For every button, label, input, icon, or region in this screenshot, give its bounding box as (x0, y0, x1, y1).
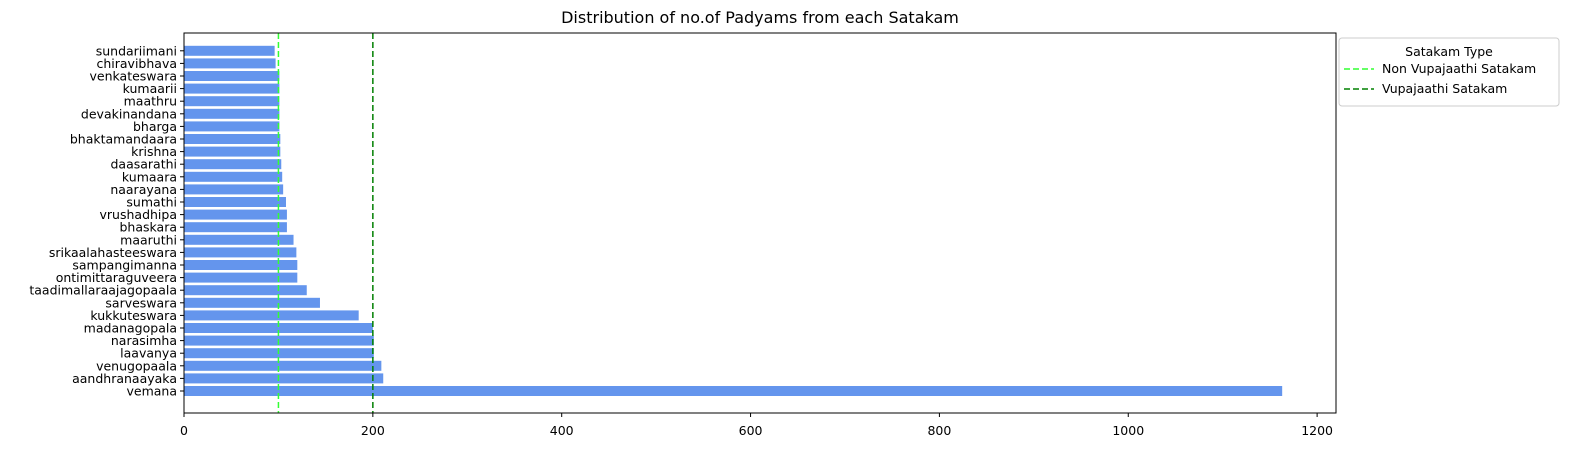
bar-venkateswara (184, 71, 280, 81)
bar-kumaara (184, 171, 283, 182)
ytick-label-naarayana: naarayana (110, 182, 177, 197)
bar-maathru (184, 96, 280, 107)
ytick-label-narasimha: narasimha (111, 333, 177, 348)
ytick-label-maathru: maathru (124, 94, 177, 109)
bar-chiravibhava (184, 58, 276, 69)
xtick-label-0: 0 (180, 423, 188, 438)
ytick-label-sampangimanna: sampangimanna (72, 258, 177, 273)
ytick-label-vemana: vemana (126, 384, 177, 399)
chart-title: Distribution of no.of Padyams from each … (561, 8, 959, 27)
ytick-label-srikaalahasteeswara: srikaalahasteeswara (49, 245, 177, 260)
ytick-label-sarveswara: sarveswara (105, 295, 177, 310)
legend-label-0: Non Vupajaathi Satakam (1382, 61, 1536, 76)
ytick-label-chiravibhava: chiravibhava (96, 56, 177, 71)
ytick-label-ontimittaraguveera: ontimittaraguveera (56, 270, 177, 285)
xtick-label-200: 200 (361, 423, 385, 438)
ytick-label-venkateswara: venkateswara (90, 69, 177, 84)
bar-sundariimani (184, 45, 275, 56)
ytick-label-madanagopala: madanagopala (84, 321, 177, 336)
x-axis-ticks: 0 200 400 600 800 1000 1200 (180, 413, 1333, 438)
bar-maaruthi (184, 234, 294, 245)
bar-bhaktamandaara (184, 134, 281, 144)
bar-madanagopala (184, 323, 373, 333)
ytick-label-bharga: bharga (133, 119, 177, 134)
bar-devakinandana (184, 108, 280, 119)
bar-daasarathi (184, 159, 282, 170)
ytick-label-kumaara: kumaara (122, 169, 177, 184)
legend-title: Satakam Type (1405, 44, 1493, 59)
xtick-label-1200: 1200 (1301, 423, 1333, 438)
ytick-label-maaruthi: maaruthi (120, 232, 177, 247)
ytick-label-taadimallaraajagopaala: taadimallaraajagopaala (29, 283, 177, 298)
bar-taadimallaraajagopaala (184, 285, 307, 296)
ytick-label-daasarathi: daasarathi (110, 157, 177, 172)
bar-venugopaala (184, 360, 382, 371)
y-axis-ticks: vemanaaandhranaayakavenugopaalalaavanyan… (29, 43, 184, 399)
legend: Satakam Type Non Vupajaathi Satakam Vupaj… (1338, 37, 1560, 107)
plot-frame (183, 32, 1337, 414)
xtick-label-800: 800 (927, 423, 951, 438)
bar-vemana (184, 386, 1283, 396)
ytick-label-krishna: krishna (131, 144, 177, 159)
xtick-label-600: 600 (739, 423, 763, 438)
bar-bharga (184, 121, 280, 132)
bar-kukkuteswara (184, 310, 359, 321)
bar-aandhranaayaka (184, 373, 384, 384)
bar-vrushadhipa (184, 209, 287, 220)
ytick-label-kumaarii: kumaarii (123, 81, 177, 96)
ytick-label-laavanya: laavanya (120, 346, 177, 361)
ytick-label-sundariimani: sundariimani (96, 43, 177, 58)
bar-kumaarii (184, 83, 280, 94)
bar-sampangimanna (184, 260, 298, 270)
ytick-label-kukkuteswara: kukkuteswara (90, 308, 177, 323)
bar-bhaskara (184, 222, 287, 233)
ytick-label-bhaskara: bhaskara (119, 220, 177, 235)
bars-group (184, 45, 1283, 396)
ytick-label-devakinandana: devakinandana (81, 106, 177, 121)
ytick-label-venugopaala: venugopaala (96, 358, 177, 373)
bar-sarveswara (184, 297, 320, 308)
ytick-label-sumathi: sumathi (126, 195, 177, 210)
bar-srikaalahasteeswara (184, 247, 297, 258)
xtick-label-400: 400 (550, 423, 574, 438)
ytick-label-vrushadhipa: vrushadhipa (100, 207, 177, 222)
xtick-label-1000: 1000 (1112, 423, 1144, 438)
bar-naarayana (184, 184, 284, 195)
reference-lines-group (277, 33, 374, 413)
bar-krishna (184, 146, 281, 157)
bar-ontimittaraguveera (184, 272, 298, 283)
bar-sumathi (184, 197, 286, 207)
legend-label-1: Vupajaathi Satakam (1382, 81, 1507, 96)
ytick-label-aandhranaayaka: aandhranaayaka (72, 371, 177, 386)
ytick-label-bhaktamandaara: bhaktamandaara (70, 132, 177, 147)
legend-box (1338, 37, 1560, 107)
